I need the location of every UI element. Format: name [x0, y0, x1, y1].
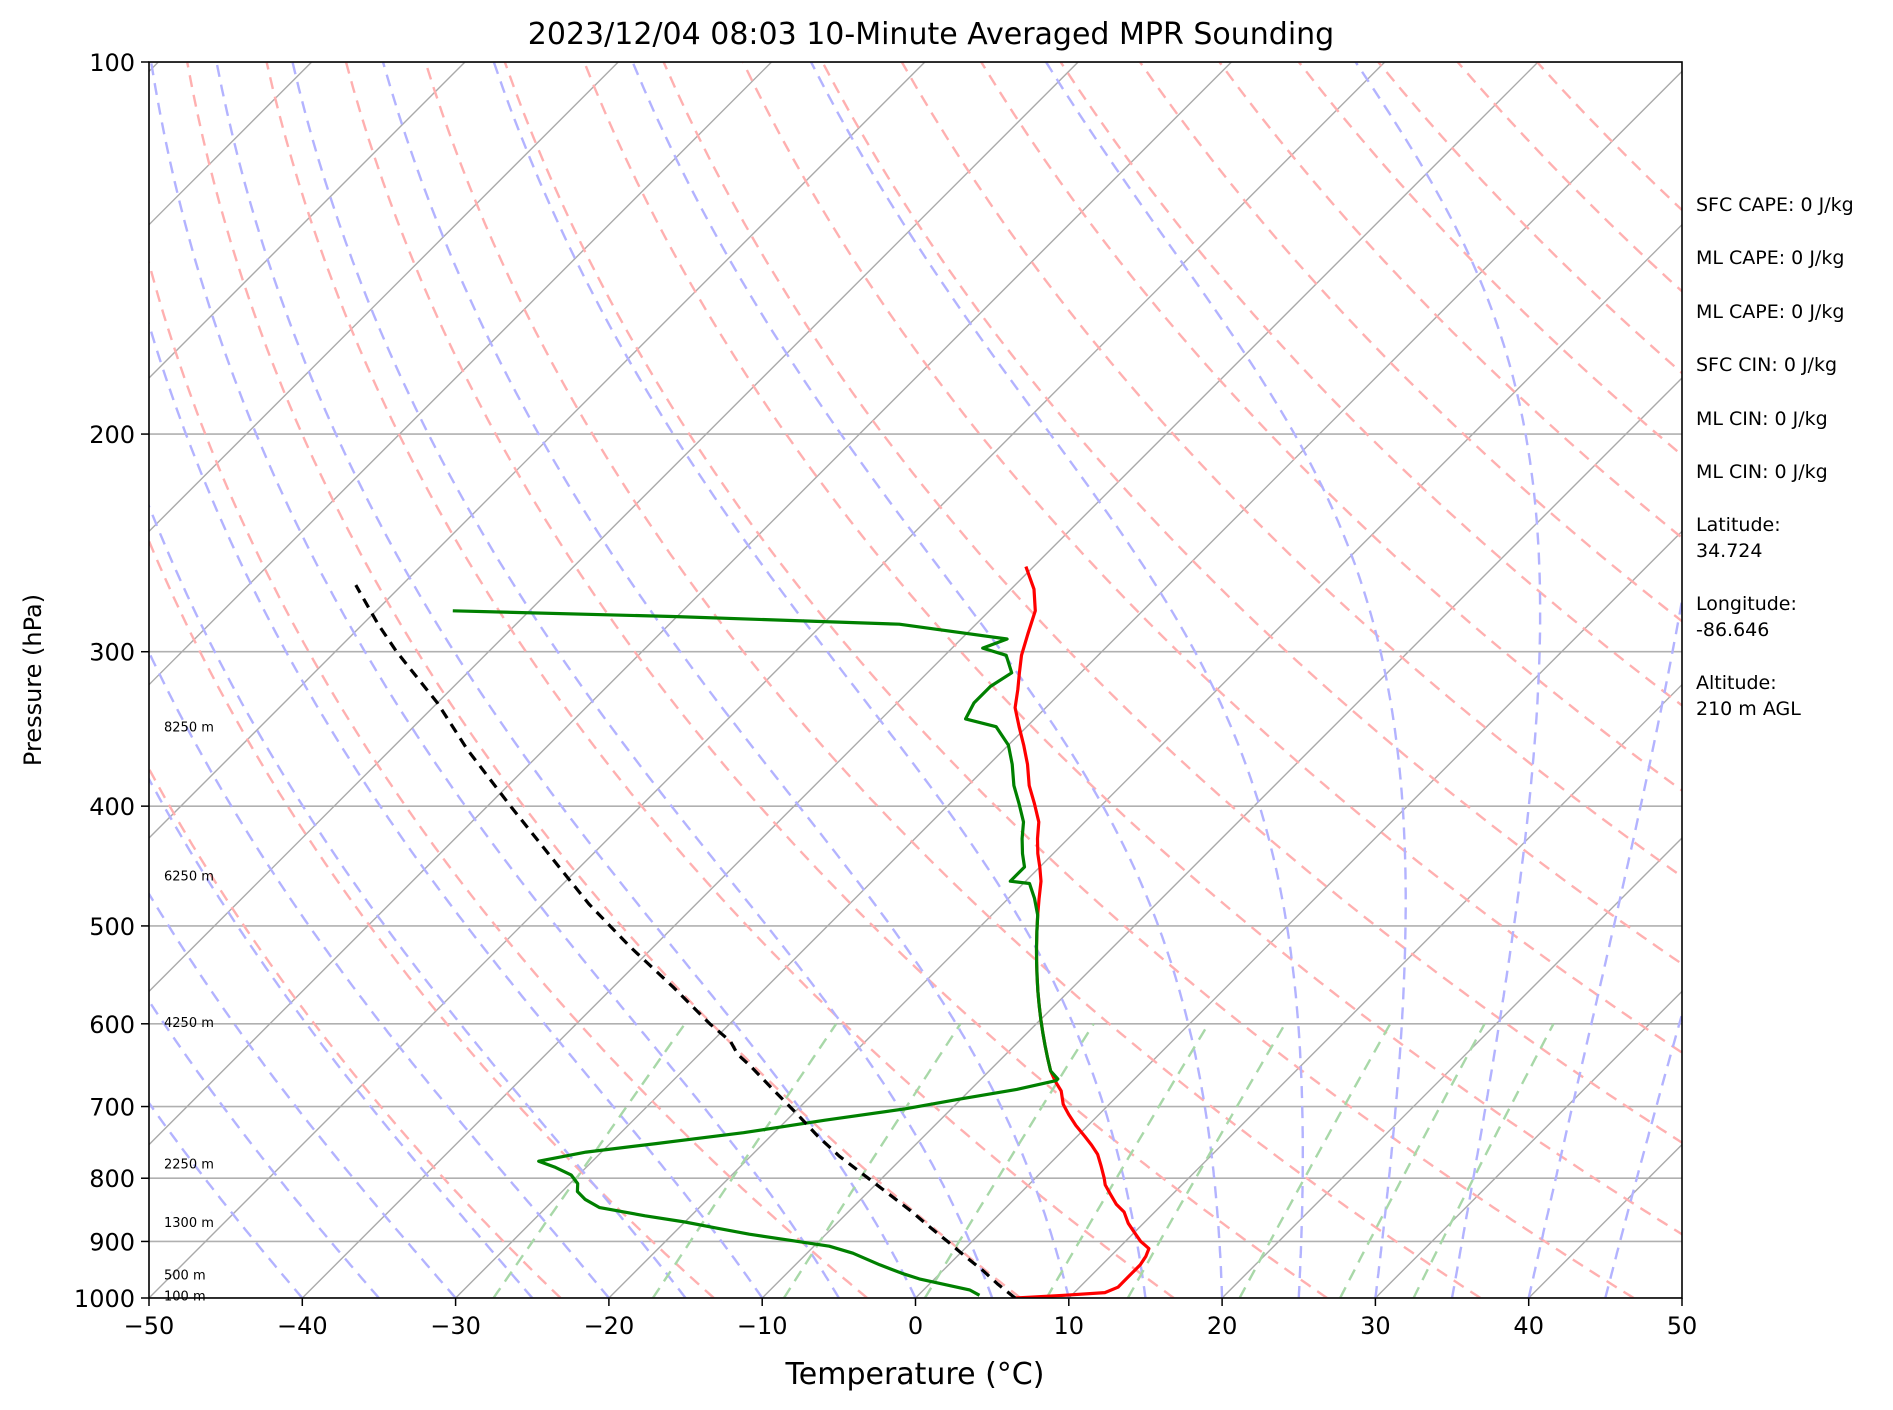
- y-tick-label: 700: [89, 1094, 135, 1122]
- y-tick-label: 1000: [74, 1285, 135, 1313]
- height-label: 500 m: [164, 1268, 206, 1283]
- y-tick-label: 300: [89, 639, 135, 667]
- y-tick-label: 500: [89, 913, 135, 941]
- x-tick-label: 0: [908, 1312, 923, 1340]
- height-label: 1300 m: [164, 1216, 214, 1231]
- y-tick-label: 600: [89, 1011, 135, 1039]
- height-label: 6250 m: [164, 869, 214, 884]
- sfc-cin-text: SFC CIN: 0 J/kg: [1696, 354, 1837, 376]
- x-tick-label: 10: [1054, 1312, 1085, 1340]
- height-label: 4250 m: [164, 1016, 214, 1031]
- x-axis-label: Temperature (°C): [785, 1357, 1045, 1392]
- y-tick-label: 400: [89, 793, 135, 821]
- x-tick-label: −10: [737, 1312, 788, 1340]
- height-label: 2250 m: [164, 1157, 214, 1172]
- ml-cin-text-2: ML CIN: 0 J/kg: [1696, 461, 1828, 483]
- ml-cape-text: ML CAPE: 0 J/kg: [1696, 247, 1844, 269]
- x-tick-label: 50: [1667, 1312, 1698, 1340]
- height-label: 8250 m: [164, 721, 214, 736]
- y-tick-label: 200: [89, 421, 135, 449]
- latitude-label: Latitude:: [1696, 514, 1781, 536]
- sfc-cape-text: SFC CAPE: 0 J/kg: [1696, 194, 1854, 216]
- latitude-value: 34.724: [1696, 540, 1762, 562]
- longitude-label: Longitude:: [1696, 593, 1797, 615]
- x-tick-label: 20: [1207, 1312, 1238, 1340]
- longitude-value: -86.646: [1696, 619, 1769, 641]
- chart-title: 2023/12/04 08:03 10-Minute Averaged MPR …: [528, 17, 1334, 52]
- y-tick-label: 100: [89, 49, 135, 77]
- x-tick-label: 30: [1360, 1312, 1391, 1340]
- x-tick-label: −50: [124, 1312, 175, 1340]
- y-tick-label: 800: [89, 1165, 135, 1193]
- y-axis-label: Pressure (hPa): [19, 594, 47, 766]
- x-tick-label: 40: [1513, 1312, 1544, 1340]
- altitude-value: 210 m AGL: [1696, 698, 1801, 720]
- height-label: 100 m: [164, 1289, 206, 1304]
- x-tick-label: −40: [277, 1312, 328, 1340]
- ml-cape-text-2: ML CAPE: 0 J/kg: [1696, 301, 1844, 323]
- y-tick-label: 900: [89, 1228, 135, 1256]
- altitude-label: Altitude:: [1696, 672, 1777, 694]
- x-tick-label: −30: [430, 1312, 481, 1340]
- x-tick-label: −20: [584, 1312, 635, 1340]
- ml-cin-text: ML CIN: 0 J/kg: [1696, 408, 1828, 430]
